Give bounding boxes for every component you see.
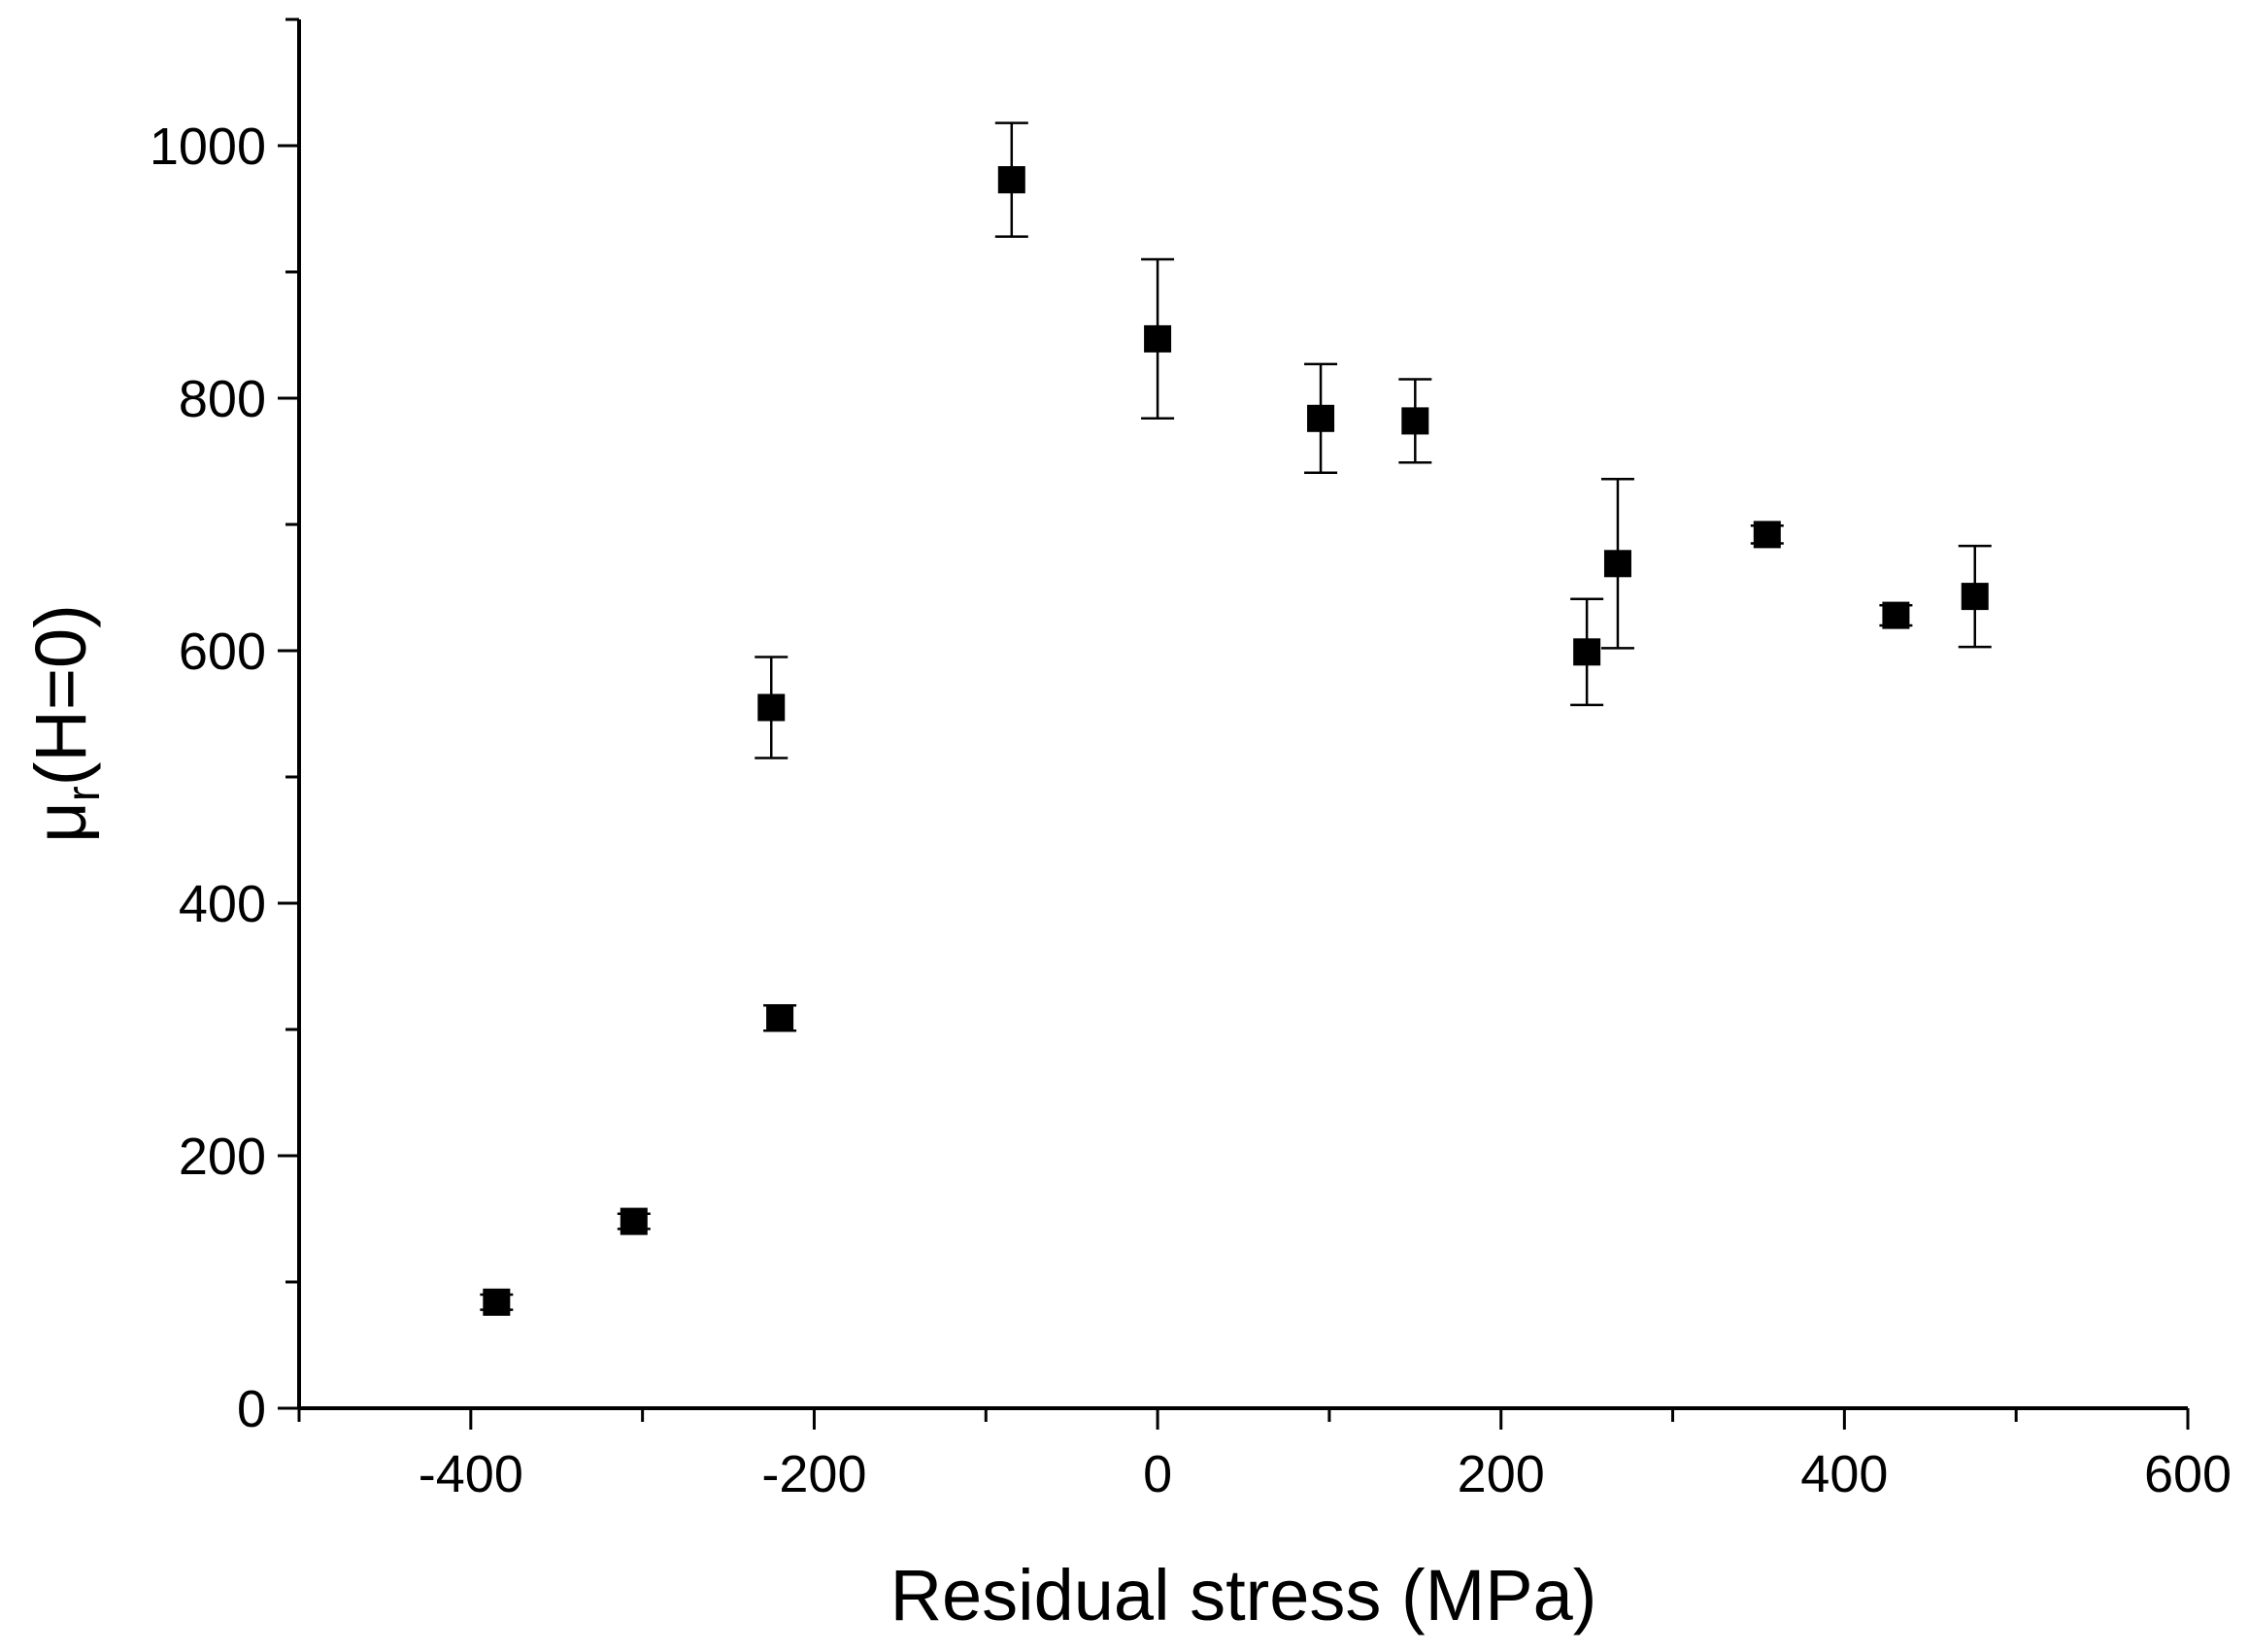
- point-marker: [1307, 404, 1335, 432]
- point-marker: [1603, 550, 1631, 578]
- axes: -400 -200 0 200 400 600 0 200 400 600 800 1000: [150, 17, 2232, 1503]
- data-point: [1958, 544, 1992, 649]
- y-tick-label: 400: [179, 875, 266, 933]
- x-tick-label: 200: [1458, 1445, 1545, 1503]
- data-point: [994, 121, 1028, 238]
- data-point: [1304, 362, 1338, 474]
- data-point: [1141, 257, 1175, 421]
- y-tick-label: 1000: [150, 118, 266, 176]
- y-tick-label: 200: [179, 1128, 266, 1186]
- y-axis-title-base: μ: [20, 801, 101, 843]
- point-marker: [766, 1004, 794, 1032]
- data-point: [1570, 597, 1604, 707]
- y-axis-title-subscript: r: [58, 786, 110, 801]
- x-tick-label: -400: [419, 1445, 523, 1503]
- point-marker: [997, 166, 1025, 194]
- data-point: [480, 1288, 514, 1316]
- y-tick-label: 800: [179, 370, 266, 428]
- point-marker: [620, 1207, 648, 1235]
- y-axis-title-suffix: (H=0): [20, 604, 101, 786]
- data-point: [755, 656, 789, 759]
- point-marker: [757, 693, 786, 722]
- x-tick-label: 0: [1143, 1445, 1172, 1503]
- point-marker: [483, 1288, 511, 1316]
- y-tick-label: 0: [237, 1380, 266, 1438]
- data-point: [1398, 378, 1432, 464]
- point-marker: [1753, 521, 1781, 549]
- x-tick-label: 400: [1800, 1445, 1888, 1503]
- data-point: [1879, 601, 1913, 629]
- y-axis-title: μr(H=0): [20, 604, 110, 843]
- point-marker: [1961, 583, 1989, 611]
- data-point: [1750, 521, 1784, 549]
- data-point: [1600, 477, 1634, 650]
- point-marker: [1144, 324, 1172, 353]
- data-point: [763, 1004, 797, 1032]
- data-point: [617, 1207, 651, 1235]
- point-marker: [1401, 407, 1429, 435]
- x-axis-title: Residual stress (MPa): [890, 1555, 1597, 1635]
- plot-area: [480, 121, 1992, 1316]
- x-tick-label: -200: [761, 1445, 866, 1503]
- x-tick-label: 600: [2144, 1445, 2232, 1503]
- point-marker: [1882, 601, 1910, 629]
- y-tick-label: 600: [179, 623, 266, 681]
- point-marker: [1573, 638, 1601, 666]
